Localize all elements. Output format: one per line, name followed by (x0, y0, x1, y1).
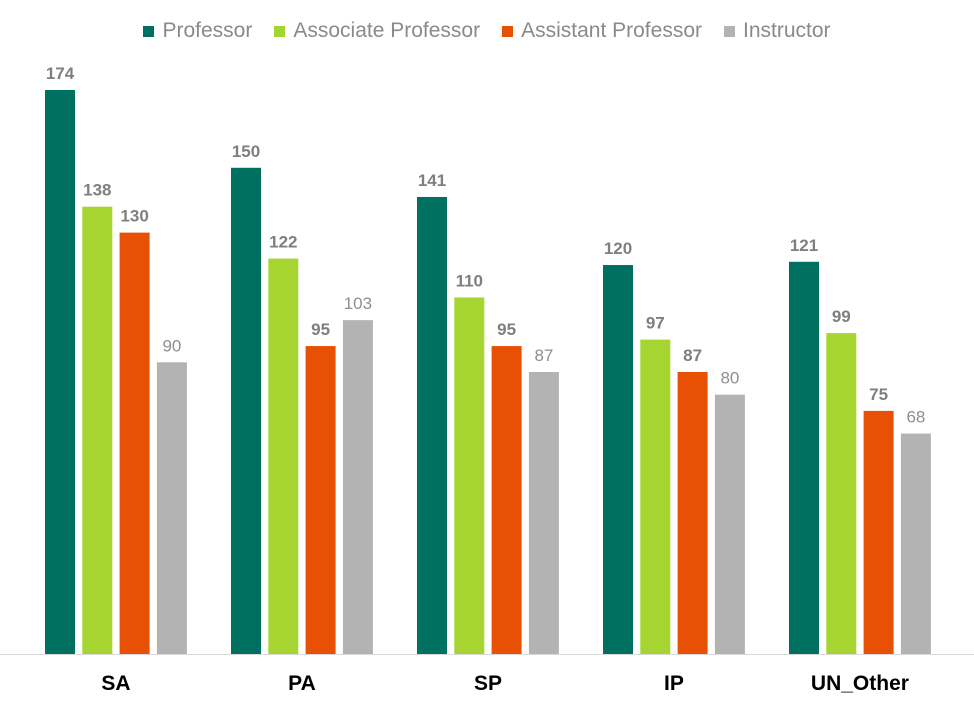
legend-item-associate-professor: Associate Professor (274, 19, 480, 43)
legend-item-assistant-professor: Assistant Professor (502, 19, 702, 43)
data-label: 95 (497, 320, 516, 339)
bar-pa-associate-professor (268, 258, 299, 654)
category-label: SA (101, 672, 130, 695)
data-label: 97 (646, 314, 665, 333)
bar-sp-professor (417, 196, 447, 654)
bar-un_other-assistant-professor (863, 410, 894, 654)
data-label: 110 (456, 271, 483, 290)
data-label: 103 (344, 294, 372, 313)
legend-item-instructor: Instructor (724, 19, 831, 43)
bar-ip-instructor (714, 394, 745, 654)
data-label: 90 (162, 336, 181, 355)
bar-ip-associate-professor (640, 339, 671, 654)
legend-swatch (724, 25, 735, 37)
legend-item-professor: Professor (143, 19, 252, 43)
bar-sa-assistant-professor (119, 232, 150, 654)
bar-sp-associate-professor (454, 297, 485, 654)
data-label: 95 (311, 320, 330, 339)
bar-un_other-instructor (900, 433, 931, 654)
legend-label: Instructor (743, 19, 831, 42)
data-label: 87 (534, 346, 553, 365)
data-label: 68 (906, 408, 925, 427)
bar-un_other-associate-professor (826, 333, 857, 654)
data-label: 130 (120, 207, 148, 226)
bar-sp-assistant-professor (491, 346, 522, 654)
bar-pa-instructor (342, 320, 373, 654)
legend-label: Associate Professor (293, 19, 481, 42)
data-label: 174 (46, 64, 75, 83)
bar-pa-assistant-professor (305, 346, 336, 654)
data-label: 138 (83, 181, 111, 200)
bar-sa-professor (45, 90, 75, 654)
data-label: 87 (683, 346, 702, 365)
legend-label: Assistant Professor (521, 19, 702, 42)
data-label: 121 (790, 236, 818, 255)
data-label: 75 (869, 385, 888, 404)
category-label: PA (288, 672, 316, 695)
legend-label: Professor (162, 19, 253, 42)
bar-ip-assistant-professor (677, 372, 708, 654)
bar-pa-professor (231, 167, 261, 655)
data-label: 122 (269, 233, 297, 252)
bar-sa-instructor (156, 362, 187, 654)
category-label: IP (664, 672, 684, 695)
bar-ip-professor (603, 265, 633, 654)
data-label: 80 (720, 369, 739, 388)
bar-sp-instructor (528, 372, 559, 654)
legend-swatch (274, 25, 286, 37)
legend-swatch (143, 25, 155, 37)
data-label: 141 (418, 171, 446, 190)
bar-un_other-professor (789, 261, 819, 654)
category-label: SP (474, 672, 502, 695)
legend-swatch (502, 25, 514, 37)
chart-legend: Professor Associate Professor Assistant Pr… (0, 18, 974, 44)
data-label: 99 (832, 307, 851, 326)
category-label: UN_Other (811, 672, 909, 695)
data-label: 120 (604, 239, 632, 258)
bar-sa-associate-professor (82, 206, 113, 655)
data-label: 150 (232, 142, 260, 161)
